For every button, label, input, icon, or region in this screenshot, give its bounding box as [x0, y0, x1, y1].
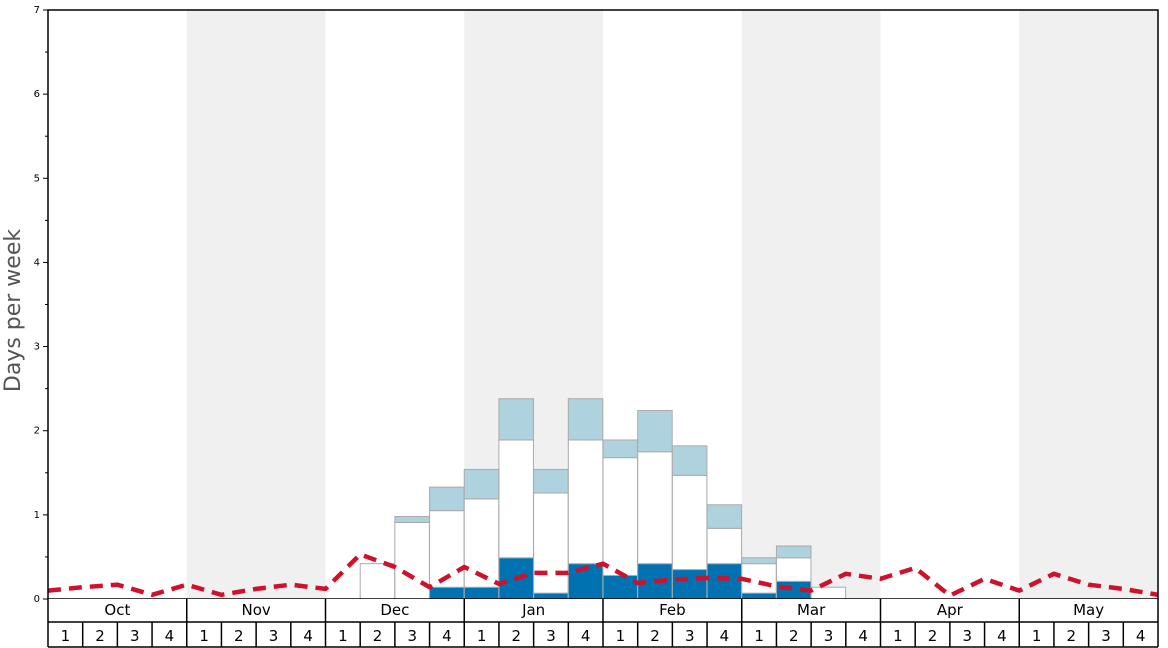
bar-segment-s1-w13	[498, 439, 534, 559]
week-label: 3	[546, 627, 556, 645]
week-label: 2	[789, 627, 799, 645]
bar-segment-s2-w11	[429, 486, 465, 512]
week-label: 4	[720, 627, 730, 645]
month-band-may	[1019, 10, 1158, 599]
y-tick-label: 7	[34, 5, 40, 16]
week-label: 1	[616, 627, 626, 645]
bar-segment-s1-w21	[775, 557, 812, 582]
bar-segment-s0-w16	[602, 574, 639, 600]
week-label: 3	[130, 627, 140, 645]
y-tick-label: 5	[34, 173, 40, 184]
month-label-feb: Feb	[659, 601, 686, 619]
week-label: 3	[962, 627, 972, 645]
week-label: 2	[650, 627, 660, 645]
bar-segment-s1-w16	[602, 457, 639, 576]
bar-segment-s0-w14	[533, 592, 569, 600]
week-label: 2	[95, 627, 105, 645]
bar-segment-s1-w9	[359, 563, 396, 600]
month-label-mar: Mar	[797, 601, 826, 619]
bar-segment-s2-w18	[671, 445, 708, 476]
week-label: 1	[754, 627, 764, 645]
month-label-may: May	[1073, 601, 1104, 619]
bar-segment-s2-w21	[775, 545, 812, 559]
month-label-jan: Jan	[521, 601, 545, 619]
week-label: 1	[61, 627, 71, 645]
bar-segment-s2-w13	[498, 398, 534, 441]
bar-segment-s1-w15	[567, 439, 604, 565]
week-label: 1	[338, 627, 348, 645]
bar-segment-s0-w11	[429, 586, 465, 600]
bar-segment-s1-w10	[394, 521, 430, 600]
week-label: 3	[269, 627, 279, 645]
week-label: 4	[303, 627, 313, 645]
week-label: 1	[477, 627, 487, 645]
week-label: 3	[824, 627, 834, 645]
bar-segment-s2-w19	[706, 504, 743, 529]
bar-segment-s2-w10	[394, 516, 430, 523]
bar-segment-s0-w19	[706, 563, 743, 600]
week-label: 3	[685, 627, 695, 645]
week-label: 4	[442, 627, 452, 645]
month-band-nov	[186, 10, 326, 599]
bar-segment-s2-w16	[602, 439, 639, 459]
month-band-mar	[741, 10, 881, 599]
bar-segment-s1-w22	[810, 586, 847, 600]
y-tick-label: 6	[34, 89, 40, 100]
week-label: 2	[234, 627, 244, 645]
week-label: 4	[581, 627, 591, 645]
y-axis-title: Days per week	[1, 229, 26, 392]
week-label: 1	[893, 627, 903, 645]
bar-segment-s0-w18	[671, 569, 708, 600]
week-label: 1	[199, 627, 209, 645]
bar-segment-s2-w12	[463, 468, 500, 500]
bar-segment-s1-w14	[533, 492, 569, 594]
bar-segment-s2-w14	[533, 468, 569, 494]
week-label: 4	[997, 627, 1007, 645]
week-label: 3	[407, 627, 417, 645]
y-tick-label: 2	[34, 426, 40, 437]
y-tick-label: 3	[34, 342, 40, 353]
bar-segment-s0-w12	[463, 586, 500, 600]
month-label-oct: Oct	[104, 601, 130, 619]
week-label: 4	[165, 627, 175, 645]
bar-segment-s1-w11	[429, 510, 465, 588]
week-label: 2	[373, 627, 383, 645]
bar-segment-s1-w18	[671, 474, 708, 571]
y-tick-label: 4	[34, 257, 40, 268]
y-tick-label: 1	[34, 510, 40, 521]
week-label: 2	[512, 627, 522, 645]
bar-segment-s2-w20	[741, 557, 777, 565]
week-label: 4	[1136, 627, 1146, 645]
week-label: 2	[928, 627, 938, 645]
week-label: 2	[1067, 627, 1077, 645]
month-label-apr: Apr	[937, 601, 964, 619]
bar-segment-s1-w19	[706, 527, 743, 565]
bar-segment-s0-w20	[741, 592, 777, 600]
week-label: 3	[1101, 627, 1111, 645]
bar-segment-s2-w17	[637, 410, 673, 453]
month-label-dec: Dec	[380, 601, 409, 619]
bar-segment-s2-w15	[567, 398, 604, 441]
y-tick-label: 0	[34, 594, 40, 605]
bar-segment-s1-w17	[637, 451, 673, 565]
week-label: 4	[858, 627, 868, 645]
average-line	[47, 552, 1159, 598]
month-label-nov: Nov	[241, 601, 270, 619]
week-label: 1	[1032, 627, 1042, 645]
